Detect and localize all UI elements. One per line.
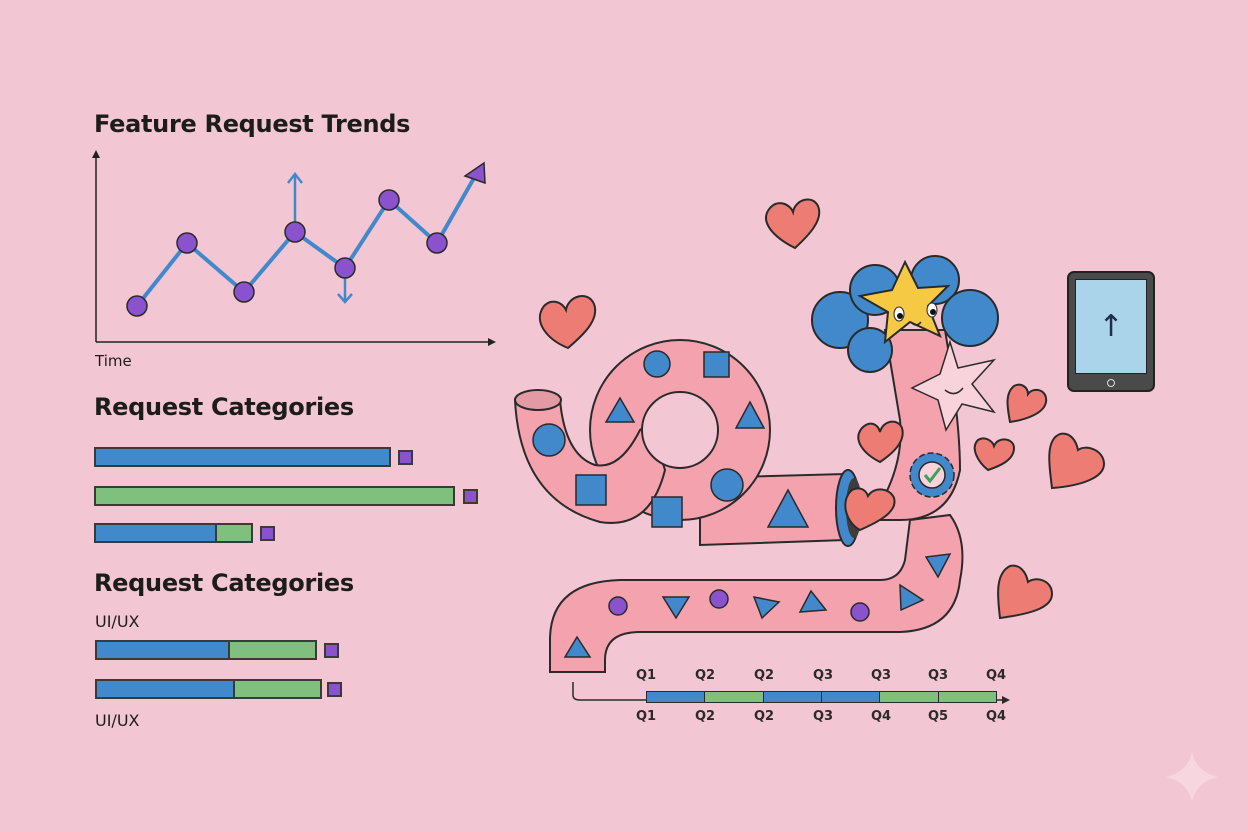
timeline-top-label: Q3 [927, 668, 949, 683]
star-mascot [857, 259, 951, 345]
legend-square [463, 489, 478, 504]
category-bar-3 [94, 523, 253, 543]
timeline-top-label: Q2 [694, 668, 716, 683]
timeline-segment [763, 692, 822, 702]
legend-square [324, 643, 339, 658]
timeline-bar [646, 691, 997, 703]
timeline-top-label: Q3 [812, 668, 834, 683]
timeline-top-label: Q1 [635, 668, 657, 683]
timeline-top-label: Q2 [753, 668, 775, 683]
category-label-bottom: UI/UX [95, 711, 140, 730]
home-button-icon [1107, 379, 1115, 387]
timeline-top-label: Q3 [870, 668, 892, 683]
up-arrow-icon: ↑ [1075, 279, 1147, 374]
categories-title-1: Request Categories [94, 393, 354, 421]
category-bar-2 [94, 486, 455, 506]
heart-icons [538, 198, 1106, 620]
timeline-top-label: Q4 [985, 668, 1007, 683]
timeline-bottom-label: Q3 [812, 709, 834, 724]
timeline-segment [705, 692, 764, 702]
legend-square [398, 450, 413, 465]
timeline-bottom-label: Q2 [753, 709, 775, 724]
trend-chart-title: Feature Request Trends [94, 110, 411, 138]
timeline-bottom-label: Q5 [927, 709, 949, 724]
timeline-segment [880, 692, 939, 702]
gear-check-icon [909, 452, 955, 498]
category-label-top: UI/UX [95, 612, 140, 631]
legend-square [327, 682, 342, 697]
category-bar-1 [94, 447, 391, 467]
timeline-bottom-label: Q4 [870, 709, 892, 724]
timeline-segment [938, 692, 996, 702]
category-bar-uiux-1 [95, 640, 317, 660]
legend-square [260, 526, 275, 541]
categories-title-2: Request Categories [94, 569, 354, 597]
timeline-bottom-label: Q4 [985, 709, 1007, 724]
timeline-bottom-label: Q1 [635, 709, 657, 724]
trend-x-axis-label: Time [95, 352, 132, 370]
category-bar-uiux-2 [95, 679, 322, 699]
timeline-bottom-label: Q2 [694, 709, 716, 724]
tablet-icon: ↑ [1067, 271, 1155, 392]
timeline-segment [647, 692, 706, 702]
timeline-segment [821, 692, 881, 702]
